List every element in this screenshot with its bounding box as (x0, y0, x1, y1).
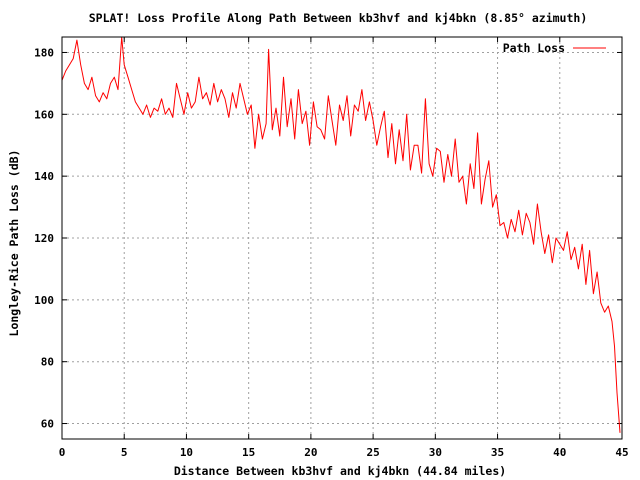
x-tick-label: 0 (59, 446, 66, 459)
x-tick-label: 25 (366, 446, 379, 459)
x-tick-label: 5 (121, 446, 128, 459)
x-axis-label: Distance Between kb3hvf and kj4bkn (44.8… (174, 464, 506, 478)
x-tick-label: 40 (553, 446, 566, 459)
x-tick-label: 35 (491, 446, 504, 459)
legend: Path Loss (503, 41, 606, 55)
x-tick-label: 45 (615, 446, 628, 459)
grid-lines (62, 37, 622, 439)
legend-label-path-loss: Path Loss (503, 41, 565, 55)
plot-frame (61, 36, 623, 440)
x-tick-label: 20 (304, 446, 317, 459)
x-tick-label: 30 (429, 446, 442, 459)
chart-title: SPLAT! Loss Profile Along Path Between k… (89, 11, 588, 25)
y-tick-label: 100 (34, 294, 54, 307)
x-tick-label: 15 (242, 446, 255, 459)
y-tick-label: 180 (34, 46, 54, 59)
y-tick-label: 80 (41, 356, 54, 369)
y-axis-label: Longley-Rice Path Loss (dB) (7, 150, 21, 337)
series-layer (61, 36, 621, 433)
y-tick-label: 60 (41, 418, 54, 431)
y-tick-label: 120 (34, 232, 54, 245)
y-tick-label: 160 (34, 108, 54, 121)
x-tick-label: 10 (180, 446, 193, 459)
y-tick-label: 140 (34, 170, 54, 183)
axis-ticks: 0 5 10 15 20 25 30 35 40 45 60 80 100 120 140 160 180 (34, 37, 629, 459)
series-line-path-loss (61, 36, 621, 433)
